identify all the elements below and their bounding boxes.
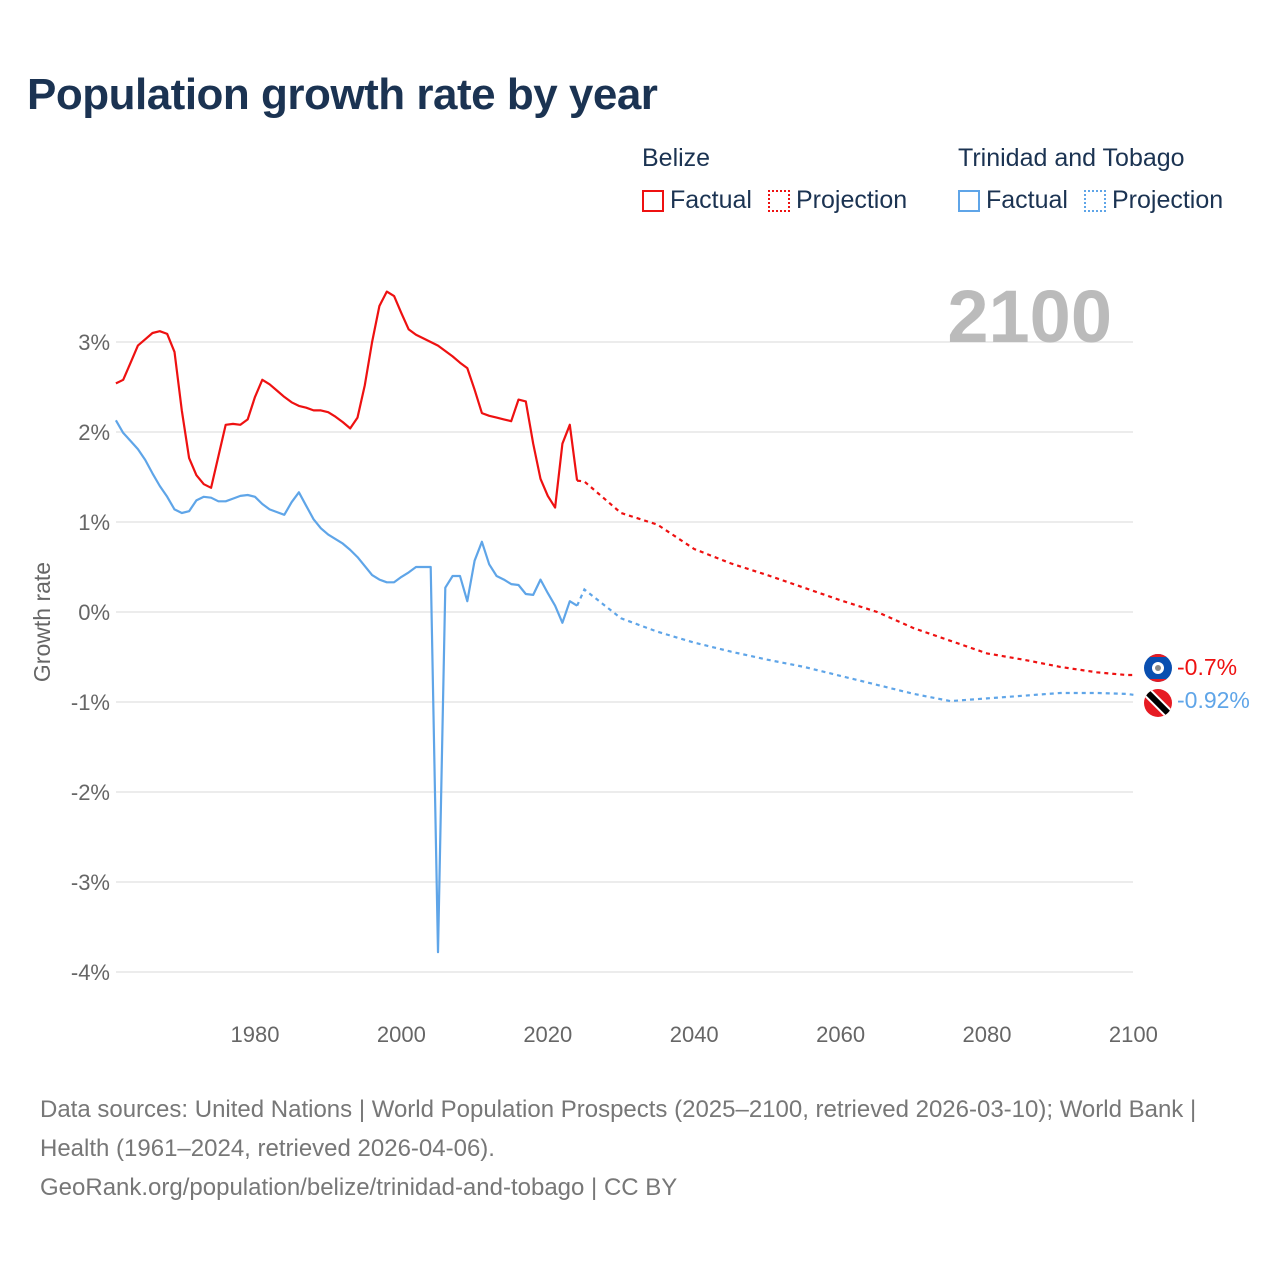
credit-link[interactable]: GeoRank.org/population/belize/trinidad-a… <box>40 1174 678 1201</box>
x-tick-label: 2000 <box>377 1022 426 1047</box>
legend-trinidad-items: Factual Projection <box>958 186 1223 215</box>
y-tick-label: 2% <box>78 420 110 445</box>
legend-label: Factual <box>670 186 752 214</box>
y-tick-label: -1% <box>71 690 110 715</box>
legend-trinidad-projection[interactable]: Projection <box>1083 186 1224 215</box>
dotted-swatch-icon <box>1083 189 1106 212</box>
y-tick-label: -3% <box>71 870 110 895</box>
legend-trinidad-factual[interactable]: Factual <box>958 186 1068 215</box>
y-tick-label: 1% <box>78 510 110 535</box>
legend-group-trinidad: Trinidad and Tobago <box>958 144 1185 172</box>
solid-swatch-icon <box>958 189 980 212</box>
legend-belize-factual[interactable]: Factual <box>642 186 752 215</box>
y-tick-label: -4% <box>71 960 110 985</box>
legend-label: Factual <box>986 186 1068 214</box>
trinidad-flag-icon <box>1144 689 1172 717</box>
footer: Data sources: United Nations | World Pop… <box>40 1090 1240 1207</box>
x-tick-label: 2060 <box>816 1022 865 1047</box>
y-axis-label: Growth rate <box>29 562 55 682</box>
trinidad-projection-line <box>576 587 1134 703</box>
year-display: 2100 <box>947 275 1112 358</box>
y-tick-label: -2% <box>71 780 110 805</box>
y-tick-label: 0% <box>78 600 110 625</box>
x-tick-label: 2020 <box>523 1022 572 1047</box>
x-tick-label: 1980 <box>231 1022 280 1047</box>
y-tick-label: 3% <box>78 330 110 355</box>
x-tick-label: 2100 <box>1109 1022 1158 1047</box>
dotted-swatch-icon <box>767 189 790 212</box>
x-tick-label: 2080 <box>963 1022 1012 1047</box>
legend-belize-projection[interactable]: Projection <box>767 186 908 215</box>
legend-label: Projection <box>1111 186 1224 214</box>
solid-swatch-icon <box>642 189 664 212</box>
belize-projection-line <box>576 479 1134 677</box>
legend-label: Projection <box>795 186 908 214</box>
trinidad-factual-line <box>114 419 578 954</box>
x-tick-label: 2040 <box>670 1022 719 1047</box>
data-sources: Data sources: United Nations | World Pop… <box>40 1096 1197 1162</box>
legend-group-belize: Belize <box>642 144 711 172</box>
belize-flag-icon <box>1144 654 1172 682</box>
trinidad-end-label: -0.92% <box>1177 687 1250 713</box>
belize-end-label: -0.7% <box>1177 654 1237 680</box>
chart-title: Population growth rate by year <box>27 70 658 119</box>
legend-belize-items: Factual Projection <box>642 186 907 215</box>
belize-factual-line <box>115 290 579 509</box>
